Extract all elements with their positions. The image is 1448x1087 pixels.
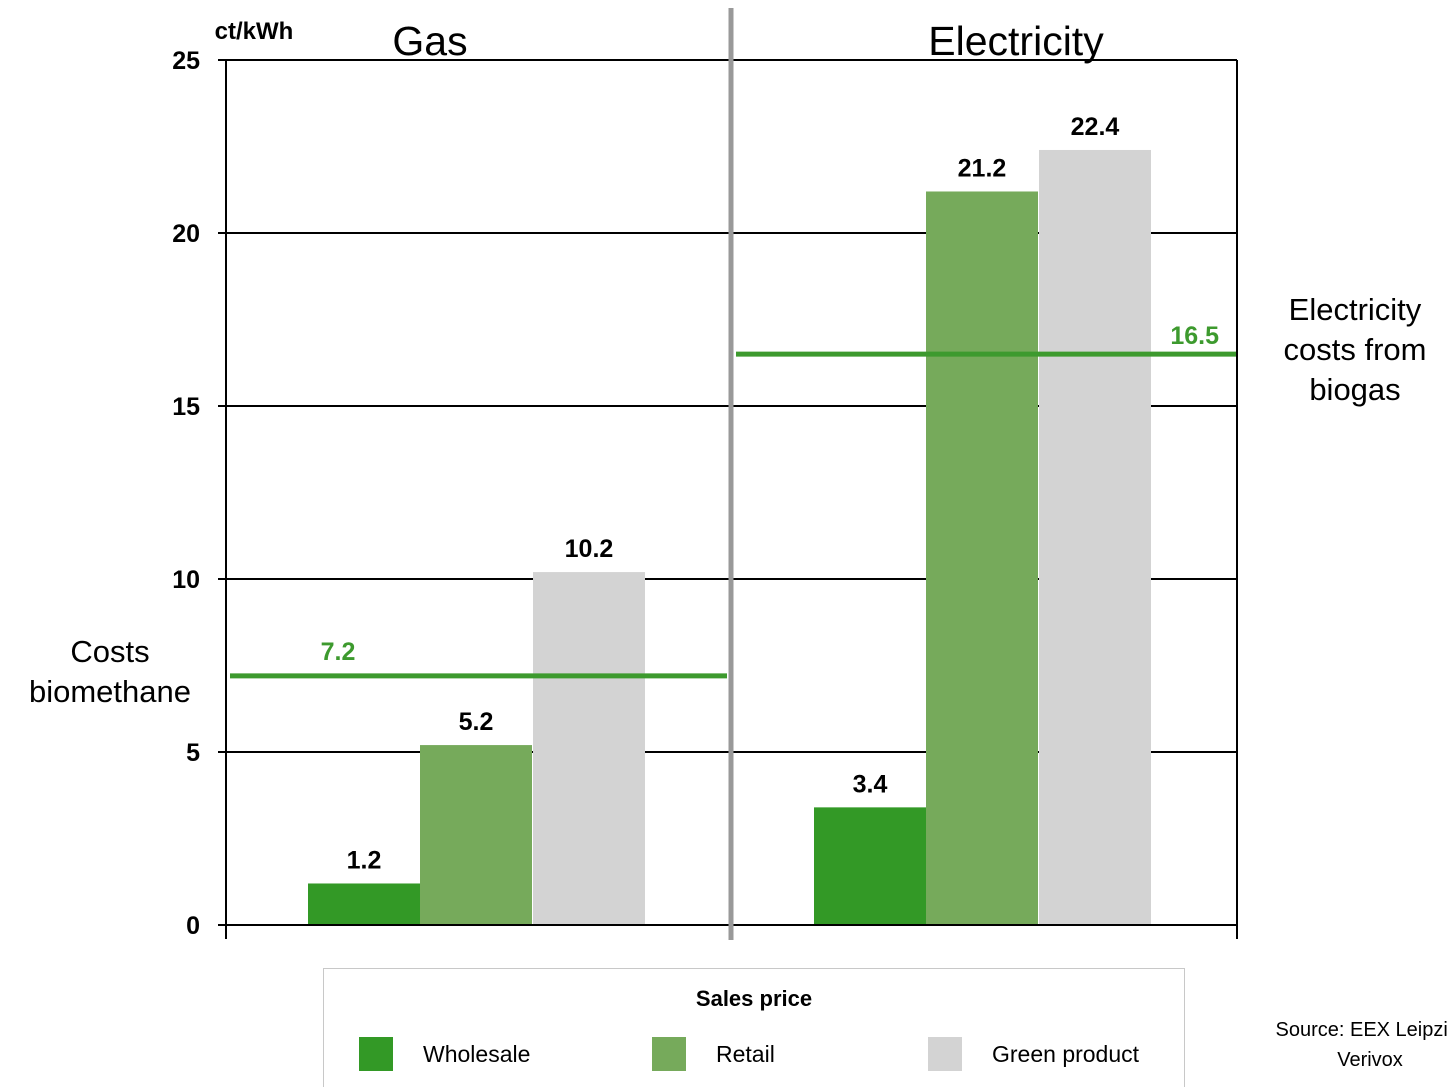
y-tick-label: 10 bbox=[172, 566, 200, 594]
reference-line-label: 7.2 bbox=[321, 638, 356, 666]
bar-gas-wholesale bbox=[308, 883, 420, 925]
y-tick-label: 25 bbox=[172, 47, 200, 75]
panel-title-gas: Gas bbox=[392, 18, 467, 64]
bar-gas-retail bbox=[420, 745, 532, 925]
legend-label-green-product: Green product bbox=[992, 1040, 1140, 1067]
reference-line-annotation: Costs biomethane bbox=[29, 634, 191, 709]
legend-label-wholesale: Wholesale bbox=[423, 1040, 531, 1067]
annotation-line: Costs bbox=[70, 634, 149, 669]
bar-electricity-wholesale bbox=[814, 807, 926, 925]
bar-gas-green-product bbox=[533, 572, 645, 925]
annotation-line: biomethane bbox=[29, 674, 191, 709]
bar-value-label: 10.2 bbox=[565, 535, 614, 563]
y-tick-label: 5 bbox=[186, 739, 200, 767]
bar-chart: 0 5 10 15 20 25 ct/kWh Gas 1.2 5.2 10.2 7.2 Costs bio… bbox=[29, 8, 1426, 940]
y-tick-label: 20 bbox=[172, 220, 200, 248]
bars bbox=[230, 149, 1237, 926]
legend-swatch-retail bbox=[652, 1037, 686, 1071]
bar-value-label: 3.4 bbox=[853, 770, 888, 798]
labels: 0 5 10 15 20 25 ct/kWh Gas 1.2 5.2 10.2 7.2 Costs bio… bbox=[29, 18, 1426, 940]
legend-swatch-green-product bbox=[928, 1037, 962, 1071]
legend: Sales price Wholesale Retail Green produ… bbox=[323, 968, 1185, 1087]
bar-electricity-retail bbox=[926, 191, 1038, 926]
legend-title: Sales price bbox=[695, 986, 813, 1011]
y-tick-label: 0 bbox=[186, 912, 200, 940]
annotation-line: costs from bbox=[1284, 332, 1427, 367]
y-tick-label: 15 bbox=[172, 393, 200, 421]
reference-line-label: 16.5 bbox=[1170, 322, 1219, 350]
reference-line-annotation: Electricity costs from biogas bbox=[1284, 292, 1427, 407]
legend-item-wholesale: Wholesale bbox=[359, 1037, 530, 1071]
annotation-line: biogas bbox=[1309, 372, 1400, 407]
legend-item-green-product: Green product bbox=[928, 1037, 1139, 1071]
source-note: Source: EEX Leipzig, Verivox bbox=[1275, 1019, 1448, 1071]
axes bbox=[225, 8, 1238, 940]
panel-title-electricity: Electricity bbox=[928, 18, 1104, 64]
legend-label-retail: Retail bbox=[716, 1040, 775, 1067]
bar-value-label: 1.2 bbox=[347, 846, 382, 874]
legend-swatch-wholesale bbox=[359, 1037, 393, 1071]
bar-value-label: 21.2 bbox=[958, 154, 1007, 182]
bar-value-label: 5.2 bbox=[459, 708, 494, 736]
bar-electricity-green-product bbox=[1039, 149, 1151, 925]
legend-item-retail: Retail bbox=[652, 1037, 775, 1071]
bar-value-label: 22.4 bbox=[1071, 113, 1120, 141]
unit-label: ct/kWh bbox=[215, 18, 294, 45]
annotation-line: Electricity bbox=[1289, 292, 1422, 327]
